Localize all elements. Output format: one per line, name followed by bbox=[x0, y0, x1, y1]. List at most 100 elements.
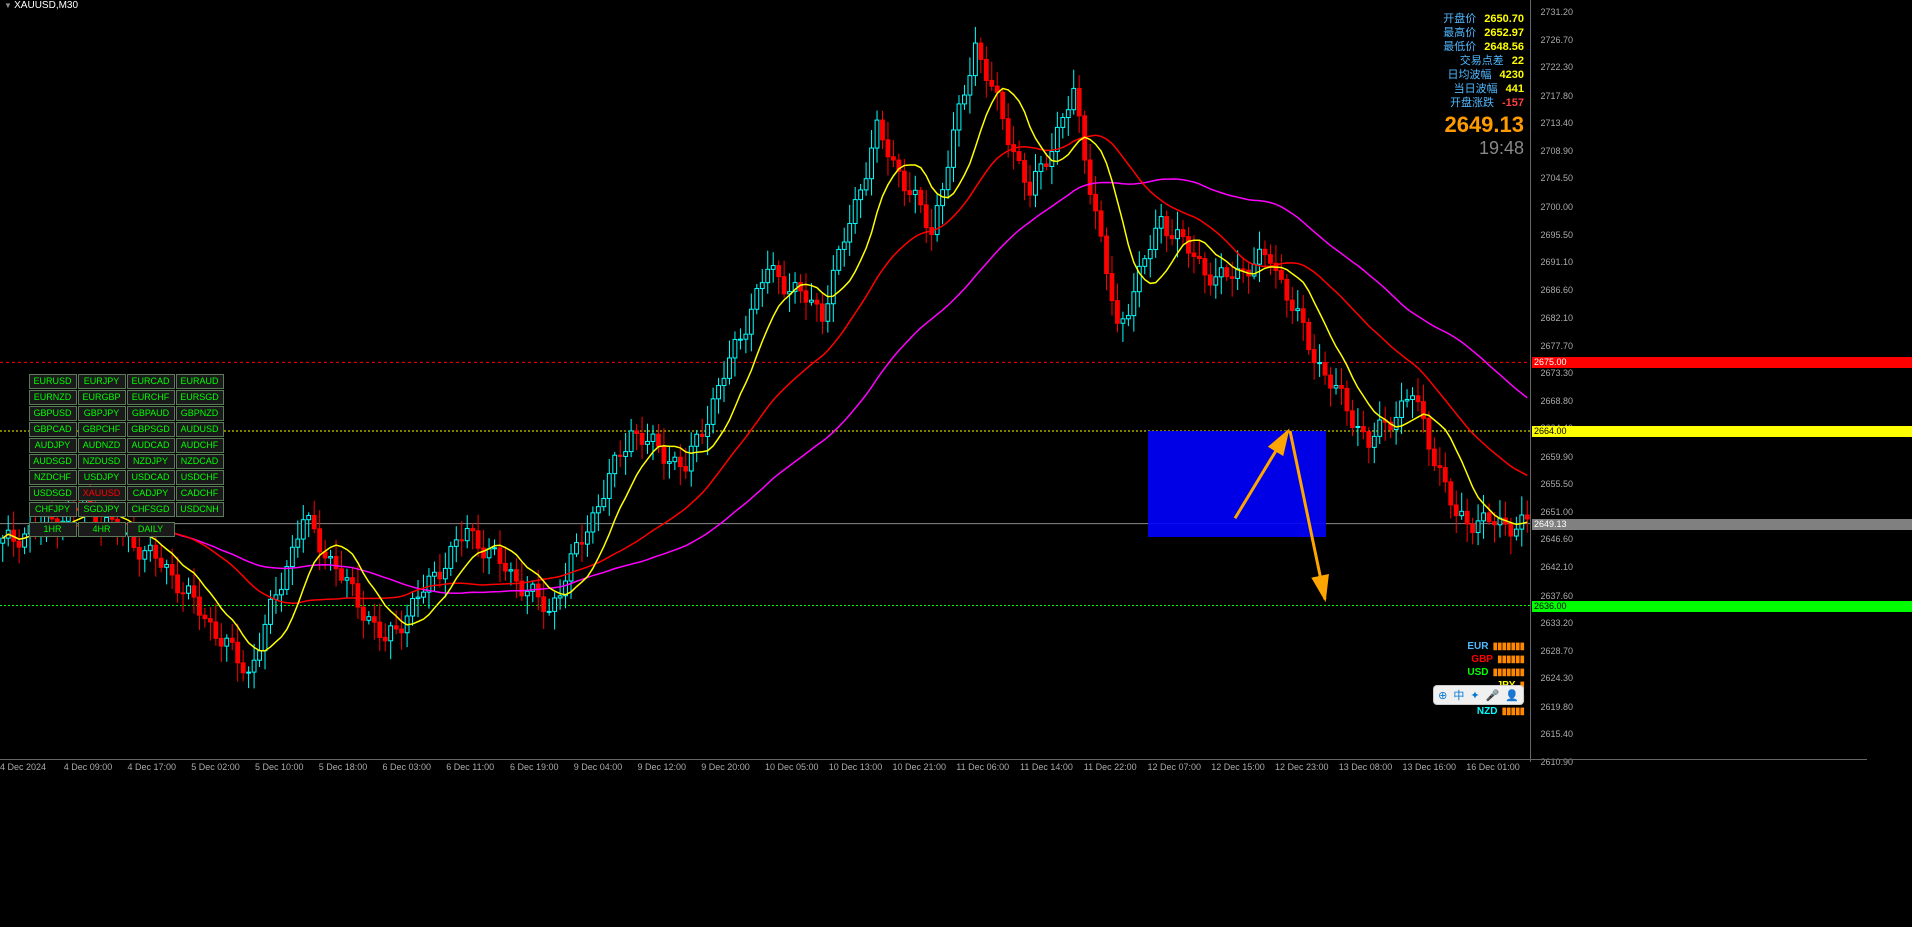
info-row: 开盘价2650.70 bbox=[1443, 12, 1524, 26]
price-tag: 2649.13 bbox=[1532, 519, 1912, 530]
symbol-button-usdjpy[interactable]: USDJPY bbox=[78, 470, 126, 485]
timeframe-button-daily[interactable]: DAILY bbox=[127, 522, 175, 537]
symbol-button-eursgd[interactable]: EURSGD bbox=[176, 390, 224, 405]
x-axis: 4 Dec 20244 Dec 09:004 Dec 17:005 Dec 02… bbox=[0, 759, 1867, 774]
info-row: 最高价2652.97 bbox=[1443, 26, 1524, 40]
symbol-button-eurgbp[interactable]: EURGBP bbox=[78, 390, 126, 405]
symbol-button-gbpjpy[interactable]: GBPJPY bbox=[78, 406, 126, 421]
chart-container: XAUUSD,M30 2731.202726.702722.302717.802… bbox=[0, 0, 1912, 927]
x-tick-label: 11 Dec 14:00 bbox=[1020, 762, 1073, 772]
symbol-button-gbpnzd[interactable]: GBPNZD bbox=[176, 406, 224, 421]
symbol-button-nzdchf[interactable]: NZDCHF bbox=[29, 470, 77, 485]
timeframe-button-1hr[interactable]: 1HR bbox=[29, 522, 77, 537]
current-time-large: 19:48 bbox=[1443, 138, 1524, 159]
y-tick-label: 2682.10 bbox=[1540, 313, 1573, 323]
y-tick-label: 2726.70 bbox=[1540, 35, 1573, 45]
x-tick-label: 4 Dec 17:00 bbox=[128, 762, 177, 772]
symbol-button-usdcnh[interactable]: USDCNH bbox=[176, 502, 224, 517]
symbol-button-audcad[interactable]: AUDCAD bbox=[127, 438, 175, 453]
y-tick-label: 2637.60 bbox=[1540, 591, 1573, 601]
symbol-button-sgdjpy[interactable]: SGDJPY bbox=[78, 502, 126, 517]
y-tick-label: 2628.70 bbox=[1540, 646, 1573, 656]
symbol-button-usdsgd[interactable]: USDSGD bbox=[29, 486, 77, 501]
ime-icon[interactable]: 🎤 bbox=[1486, 689, 1500, 702]
symbol-selector-panel: EURUSDEURJPYEURCADEURAUD EURNZDEURGBPEURC… bbox=[28, 373, 224, 537]
chart-area[interactable] bbox=[0, 12, 1530, 762]
ohlc-info-panel: 开盘价2650.70最高价2652.97最低价2648.56交易点差22日均波幅… bbox=[1443, 12, 1524, 159]
x-tick-label: 12 Dec 23:00 bbox=[1275, 762, 1329, 772]
x-tick-label: 16 Dec 01:00 bbox=[1466, 762, 1520, 772]
y-tick-label: 2673.30 bbox=[1540, 368, 1573, 378]
strength-row-nzd: NZD▮▮▮▮▮ bbox=[1458, 705, 1524, 718]
info-row: 开盘涨跌-157 bbox=[1443, 96, 1524, 110]
symbol-button-usdcad[interactable]: USDCAD bbox=[127, 470, 175, 485]
symbol-button-eurusd[interactable]: EURUSD bbox=[29, 374, 77, 389]
y-tick-label: 2704.50 bbox=[1540, 173, 1573, 183]
y-tick-label: 2713.40 bbox=[1540, 118, 1573, 128]
x-tick-label: 10 Dec 05:00 bbox=[765, 762, 819, 772]
y-tick-label: 2659.90 bbox=[1540, 452, 1573, 462]
x-tick-label: 10 Dec 13:00 bbox=[829, 762, 883, 772]
symbol-button-nzdcad[interactable]: NZDCAD bbox=[176, 454, 224, 469]
ime-icon[interactable]: 中 bbox=[1453, 687, 1464, 703]
y-tick-label: 2619.80 bbox=[1540, 702, 1573, 712]
symbol-button-chfjpy[interactable]: CHFJPY bbox=[29, 502, 77, 517]
ime-icon[interactable]: ⊕ bbox=[1438, 689, 1447, 702]
x-tick-label: 9 Dec 12:00 bbox=[638, 762, 687, 772]
forecast-zone-box bbox=[1148, 431, 1326, 537]
x-tick-label: 4 Dec 2024 bbox=[0, 762, 46, 772]
ime-icon[interactable]: 👤 bbox=[1505, 689, 1519, 702]
symbol-button-eurcad[interactable]: EURCAD bbox=[127, 374, 175, 389]
symbol-button-usdchf[interactable]: USDCHF bbox=[176, 470, 224, 485]
symbol-button-cadchf[interactable]: CADCHF bbox=[176, 486, 224, 501]
symbol-button-chfsgd[interactable]: CHFSGD bbox=[127, 502, 175, 517]
x-tick-label: 6 Dec 11:00 bbox=[446, 762, 494, 772]
info-row: 当日波幅441 bbox=[1443, 82, 1524, 96]
symbol-button-gbpaud[interactable]: GBPAUD bbox=[127, 406, 175, 421]
y-tick-label: 2624.30 bbox=[1540, 673, 1573, 683]
y-tick-label: 2722.30 bbox=[1540, 62, 1573, 72]
symbol-button-euraud[interactable]: EURAUD bbox=[176, 374, 224, 389]
symbol-button-eurchf[interactable]: EURCHF bbox=[127, 390, 175, 405]
symbol-button-audusd[interactable]: AUDUSD bbox=[176, 422, 224, 437]
strength-row-usd: USD▮▮▮▮▮▮▮ bbox=[1458, 666, 1524, 679]
info-row: 交易点差22 bbox=[1443, 54, 1524, 68]
x-tick-label: 5 Dec 18:00 bbox=[319, 762, 368, 772]
x-tick-label: 6 Dec 19:00 bbox=[510, 762, 559, 772]
symbol-button-audchf[interactable]: AUDCHF bbox=[176, 438, 224, 453]
x-tick-label: 10 Dec 21:00 bbox=[893, 762, 947, 772]
symbol-button-eurjpy[interactable]: EURJPY bbox=[78, 374, 126, 389]
chart-svg bbox=[0, 12, 1530, 762]
symbol-button-gbpcad[interactable]: GBPCAD bbox=[29, 422, 77, 437]
y-tick-label: 2642.10 bbox=[1540, 562, 1573, 572]
y-tick-label: 2651.00 bbox=[1540, 507, 1573, 517]
price-tag: 2664.00 bbox=[1532, 426, 1912, 437]
symbol-button-nzdjpy[interactable]: NZDJPY bbox=[127, 454, 175, 469]
symbol-button-audnzd[interactable]: AUDNZD bbox=[78, 438, 126, 453]
x-tick-label: 9 Dec 20:00 bbox=[701, 762, 750, 772]
symbol-button-nzdusd[interactable]: NZDUSD bbox=[78, 454, 126, 469]
symbol-button-audjpy[interactable]: AUDJPY bbox=[29, 438, 77, 453]
symbol-button-audsgd[interactable]: AUDSGD bbox=[29, 454, 77, 469]
symbol-button-cadjpy[interactable]: CADJPY bbox=[127, 486, 175, 501]
symbol-button-eurnzd[interactable]: EURNZD bbox=[29, 390, 77, 405]
x-tick-label: 11 Dec 06:00 bbox=[956, 762, 1009, 772]
y-tick-label: 2708.90 bbox=[1540, 146, 1573, 156]
symbol-button-xauusd[interactable]: XAUUSD bbox=[78, 486, 126, 501]
y-tick-label: 2731.20 bbox=[1540, 7, 1573, 17]
x-tick-label: 5 Dec 02:00 bbox=[191, 762, 240, 772]
y-tick-label: 2646.60 bbox=[1540, 534, 1573, 544]
ime-toolbar[interactable]: ⊕ 中 ✦ 🎤 👤 bbox=[1433, 685, 1524, 705]
info-row: 最低价2648.56 bbox=[1443, 40, 1524, 54]
timeframe-button-4hr[interactable]: 4HR bbox=[78, 522, 126, 537]
y-tick-label: 2677.70 bbox=[1540, 341, 1573, 351]
symbol-button-gbpchf[interactable]: GBPCHF bbox=[78, 422, 126, 437]
info-row: 日均波幅4230 bbox=[1443, 68, 1524, 82]
y-tick-label: 2717.80 bbox=[1540, 91, 1573, 101]
ime-icon[interactable]: ✦ bbox=[1470, 689, 1479, 702]
symbol-button-gbpusd[interactable]: GBPUSD bbox=[29, 406, 77, 421]
symbol-button-gbpsgd[interactable]: GBPSGD bbox=[127, 422, 175, 437]
currency-strength-panel: EUR▮▮▮▮▮▮▮GBP▮▮▮▮▮▮USD▮▮▮▮▮▮▮JPY▮CAD▮▮▮▮… bbox=[1458, 640, 1524, 718]
y-tick-label: 2655.50 bbox=[1540, 479, 1573, 489]
y-tick-label: 2633.20 bbox=[1540, 618, 1573, 628]
